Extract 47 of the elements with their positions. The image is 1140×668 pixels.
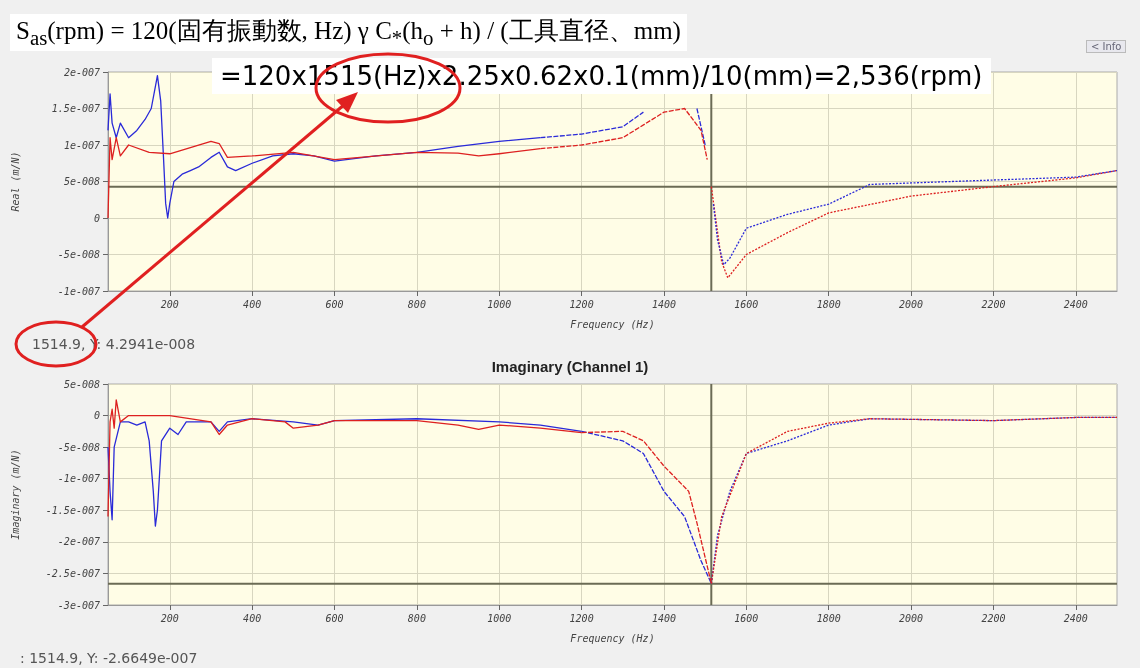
x-tick-label: 1400	[651, 612, 677, 624]
chart-title: Imaginary (Channel 1)	[491, 358, 649, 375]
text: < Info	[1086, 40, 1127, 53]
x-tick-label: 200	[160, 612, 179, 624]
x-tick-label: 600	[325, 612, 344, 624]
x-tick-label: 1200	[569, 612, 594, 624]
x-tick-label: 1800	[816, 612, 841, 624]
x-tick-label: 2000	[899, 298, 924, 310]
x-axis-title: Frequency (Hz)	[570, 632, 655, 644]
y-tick-label: -1.5e-007	[45, 504, 100, 516]
x-tick-label: 1600	[734, 612, 759, 624]
y-tick-label: 5e-008	[63, 176, 100, 187]
y-tick-label: -5e-008	[57, 249, 100, 260]
y-tick-label: -2e-007	[57, 536, 100, 548]
x-tick-label: 2400	[1063, 612, 1088, 624]
x-tick-label: 1000	[487, 612, 512, 624]
x-tick-label: 2400	[1063, 298, 1088, 310]
x-tick-label: 1000	[487, 298, 512, 310]
y-tick-label: 1.5e-007	[51, 103, 100, 114]
text: S$_{as}$(rpm) = 120(固有振動数, Hz) γ C$_{*}$(h$_{o}$ + h) / (工具直径、mm)	[10, 14, 687, 51]
x-tick-label: 2200	[981, 298, 1006, 310]
y-axis-title: Real (m/N)	[9, 151, 21, 212]
y-tick-label: -2.5e-007	[45, 567, 100, 579]
y-tick-label: 0	[93, 212, 100, 224]
y-tick-label: -1e-007	[57, 473, 100, 485]
y-tick-label: 1e-007	[63, 139, 100, 151]
x-tick-label: 2200	[981, 612, 1006, 624]
y-tick-label: 2e-007	[63, 66, 100, 78]
x-tick-label: 1400	[651, 298, 677, 310]
x-tick-label: 600	[325, 298, 344, 310]
x-tick-label: 800	[407, 298, 426, 310]
y-tick-label: 5e-008	[63, 378, 100, 390]
x-tick-label: 200	[160, 298, 179, 310]
x-tick-label: 1800	[816, 298, 841, 310]
y-tick-label: -5e-008	[57, 441, 100, 453]
x-tick-label: 2000	[899, 612, 924, 624]
x-tick-label: 1600	[734, 298, 759, 310]
x-tick-label: 400	[243, 612, 262, 624]
y-tick-label: -1e-007	[57, 285, 100, 297]
y-tick-label: 0	[93, 410, 100, 422]
y-tick-label: -3e-007	[57, 599, 100, 611]
x-tick-label: 800	[407, 612, 426, 624]
x-axis-title: Frequency (Hz)	[570, 318, 655, 330]
text: : 1514.9, Y: -2.6649e-007	[20, 650, 198, 666]
y-axis-title: Imaginary (m/N)	[9, 449, 21, 540]
x-tick-label: 1200	[569, 298, 594, 310]
x-tick-label: 400	[243, 298, 262, 310]
